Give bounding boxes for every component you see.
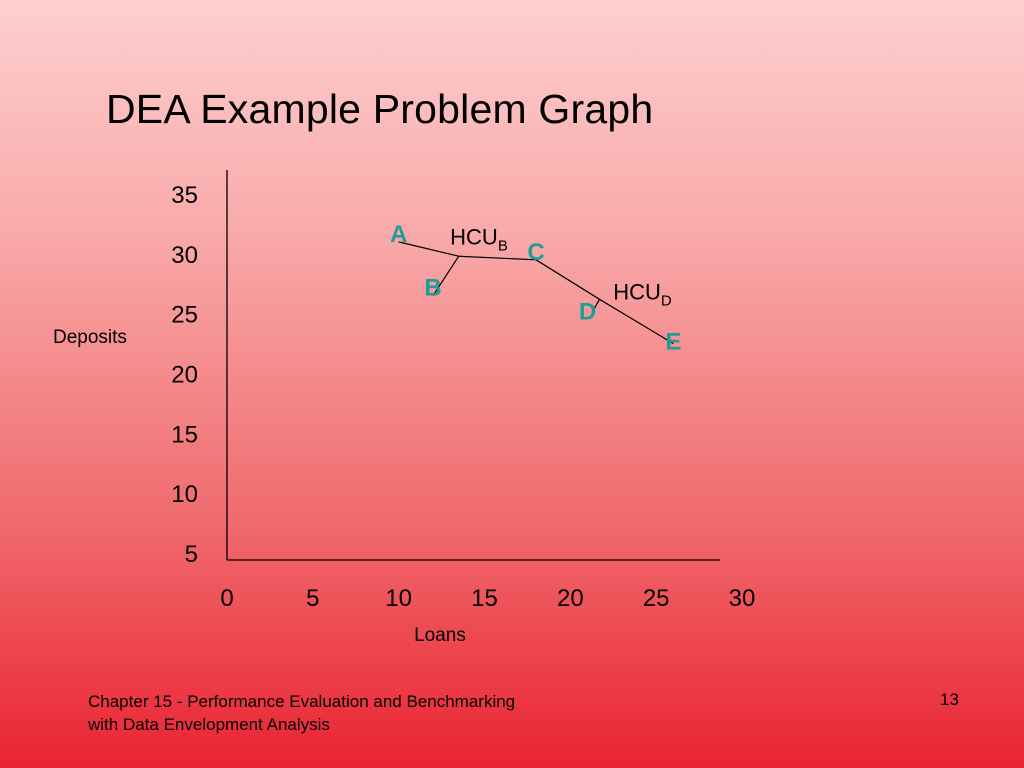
point-label-c: C: [527, 239, 544, 266]
frontier-segment: [535, 259, 600, 300]
point-label-b: B: [424, 275, 441, 302]
y-tick-label: 15: [171, 421, 198, 448]
y-tick-label: 25: [171, 302, 198, 329]
y-tick-label: 20: [171, 362, 198, 389]
x-tick-label: 0: [220, 585, 233, 612]
page-number: 13: [940, 690, 959, 709]
x-tick-label: 25: [643, 585, 670, 612]
slide-title: DEA Example Problem Graph: [106, 86, 654, 132]
x-tick-label: 10: [385, 585, 412, 612]
hcu-annotation-b: HCUB: [450, 224, 508, 254]
point-label-d: D: [579, 299, 596, 326]
hcu-annotation-d: HCUD: [613, 279, 672, 309]
footer-text: Chapter 15 - Performance Evaluation and …: [88, 692, 516, 734]
frontier-segment: [458, 255, 537, 261]
x-axis-title: Loans: [414, 625, 466, 646]
point-label-a: A: [390, 221, 407, 248]
frontier-segment: [398, 241, 459, 257]
point-label-e: E: [665, 329, 681, 356]
y-tick-label: 10: [171, 481, 198, 508]
y-axis-title: Deposits: [53, 327, 127, 348]
y-tick-label: 5: [185, 541, 198, 568]
x-tick-label: 5: [306, 585, 319, 612]
y-tick-label: 35: [171, 182, 198, 209]
x-tick-label: 30: [729, 585, 756, 612]
projection-line: [592, 299, 601, 312]
x-tick-label: 15: [471, 585, 498, 612]
y-tick-label: 30: [171, 242, 198, 269]
frontier-segment: [599, 298, 674, 345]
projection-line: [432, 255, 460, 297]
x-tick-label: 20: [557, 585, 584, 612]
